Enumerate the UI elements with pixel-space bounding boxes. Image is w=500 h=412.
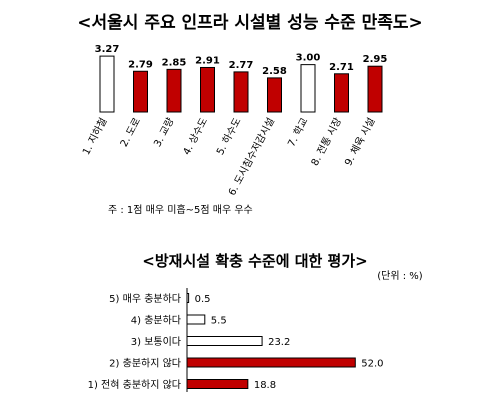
- chart1-value-label: 2.58: [262, 66, 287, 77]
- chart1-bar: [233, 71, 249, 113]
- chart2-category-label: 1) 전혀 충분하지 않다: [88, 378, 181, 391]
- chart2-category-label: 3) 보통이다: [131, 336, 181, 348]
- chart2-value-label: 0.5: [195, 294, 211, 305]
- chart2-title: <방재시설 확충 수준에 대한 평가>: [142, 252, 367, 270]
- chart1-bar: [334, 73, 349, 113]
- chart1-bar: [166, 68, 182, 113]
- chart1-bar: [267, 77, 282, 113]
- chart2-value-label: 52.0: [361, 359, 383, 370]
- chart2-bar: [186, 357, 356, 368]
- chart1-bar: [133, 70, 148, 113]
- chart2-bar: [186, 293, 190, 303]
- chart2-category-label: 5) 매우 충분하다: [109, 292, 181, 305]
- chart1-value-label: 2.85: [162, 57, 187, 68]
- chart1-value-label: 2.95: [363, 54, 388, 65]
- chart1-note: 주 : 1점 매우 미흡~5점 매우 우수: [108, 203, 253, 216]
- chart1-value-label: 2.77: [229, 60, 254, 71]
- chart2-value-label: 5.5: [211, 316, 227, 327]
- chart2-bar: [186, 336, 263, 346]
- chart2-bar: [186, 379, 249, 389]
- chart1-value-label: 2.71: [329, 62, 354, 73]
- chart1-value-label: 2.91: [195, 55, 220, 66]
- chart2-value-label: 18.8: [254, 380, 276, 391]
- chart1-title: <서울시 주요 인프라 시설별 성능 수준 만족도>: [77, 13, 423, 33]
- chart2-category-label: 2) 충분하지 않다: [109, 357, 181, 370]
- chart1-bar: [200, 66, 215, 113]
- chart1-value-label: 2.79: [128, 59, 153, 70]
- chart1-value-label: 3.27: [95, 44, 120, 55]
- chart2-unit: (단위 : %): [377, 269, 423, 282]
- chart2-value-label: 23.2: [268, 337, 290, 348]
- chart2-category-label: 4) 충분하다: [131, 314, 181, 327]
- chart1-value-label: 3.00: [296, 53, 321, 64]
- chart2-bar: [186, 314, 206, 325]
- chart1-bar: [367, 65, 383, 113]
- chart1-bar: [99, 55, 115, 113]
- chart1-bar: [300, 64, 316, 113]
